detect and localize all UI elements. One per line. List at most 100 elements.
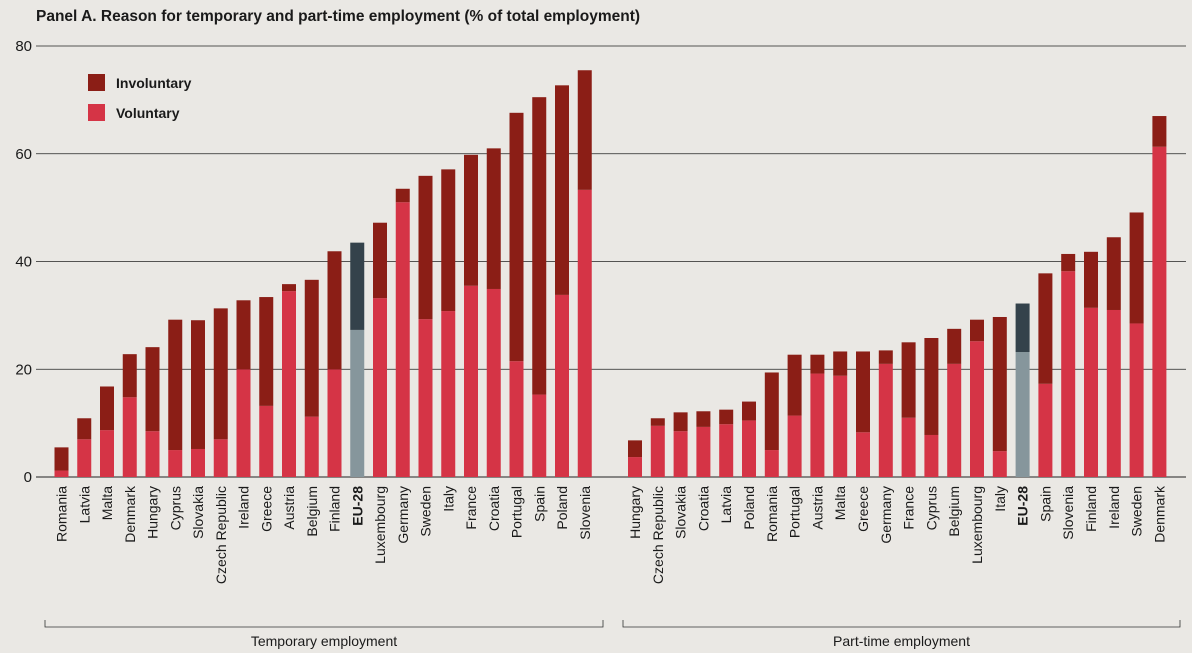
x-tick-label: Hungary [627, 486, 643, 539]
group-bracket [622, 620, 1181, 628]
x-tick-label: Czech Republic [650, 486, 666, 584]
x-tick-label: Finland [1083, 486, 1099, 532]
bar-involuntary [54, 447, 69, 471]
x-tick-label: Denmark [1151, 485, 1167, 543]
x-tick-label: Greece [855, 486, 871, 532]
x-tick-label: Poland [554, 486, 570, 530]
x-tick-label: Belgium [946, 486, 962, 537]
bar-voluntary [787, 415, 802, 477]
bar-involuntary [787, 354, 802, 416]
bar-voluntary [992, 451, 1007, 477]
bar-voluntary [259, 405, 274, 477]
bar-involuntary [1015, 303, 1030, 353]
bar-voluntary [719, 424, 734, 477]
bar-involuntary [1084, 251, 1098, 308]
bar-voluntary [1152, 146, 1167, 477]
bar-voluntary [191, 448, 205, 477]
bar-involuntary [122, 354, 137, 398]
bar-voluntary [532, 394, 547, 477]
legend-swatch-voluntary [88, 104, 105, 121]
x-axis-labels: Romania Latvia Malta Denmark Hungary Cyprus Sl… [54, 485, 1168, 584]
bar-involuntary [878, 350, 893, 364]
bar-involuntary [168, 319, 183, 451]
bar-involuntary [418, 175, 433, 320]
bar-voluntary [742, 420, 756, 477]
x-tick-label: Portugal [787, 486, 803, 538]
bar-voluntary [441, 311, 456, 477]
bar-involuntary [833, 351, 848, 376]
y-tick-label: 0 [24, 469, 32, 486]
bar-voluntary [145, 431, 160, 477]
x-tick-label: Italy [992, 486, 1008, 512]
x-tick-label: Denmark [122, 485, 138, 543]
bar-voluntary [282, 291, 296, 477]
bar-voluntary [650, 425, 665, 477]
group-label: Part-time employment [833, 633, 970, 649]
x-tick-label: EU-28 [1015, 486, 1031, 526]
bar-voluntary [696, 426, 711, 477]
bar-involuntary [992, 316, 1007, 452]
x-tick-label: Romania [54, 486, 70, 542]
x-tick-label: Sweden [1129, 486, 1145, 537]
bar-voluntary [901, 417, 916, 477]
bar-involuntary [810, 354, 825, 374]
bar-voluntary [350, 329, 365, 477]
bar-involuntary [486, 148, 501, 289]
x-tick-label: Portugal [509, 486, 525, 538]
bar-involuntary [924, 338, 939, 435]
x-tick-label: Cyprus [923, 486, 939, 530]
bar-voluntary [1061, 271, 1076, 477]
bar-involuntary [350, 242, 365, 330]
bar-involuntary [464, 154, 478, 286]
bar-involuntary [259, 297, 274, 406]
x-tick-label: Austria [809, 486, 825, 530]
x-tick-label: Greece [258, 486, 274, 532]
bar-involuntary [628, 440, 642, 458]
bar-involuntary [395, 188, 410, 203]
bar-voluntary [1084, 307, 1098, 477]
x-tick-label: Ireland [1106, 486, 1122, 529]
bar-voluntary [1038, 383, 1053, 477]
y-tick-label: 40 [15, 254, 32, 271]
group-bracket [44, 620, 604, 628]
gridlines [36, 45, 1186, 478]
bar-voluntary [555, 294, 569, 477]
x-tick-label: Ireland [236, 486, 252, 529]
bar-voluntary [77, 439, 92, 477]
x-tick-label: Poland [741, 486, 757, 530]
bar-involuntary [764, 372, 779, 451]
x-tick-label: Spain [1037, 486, 1053, 522]
bar-involuntary [856, 351, 870, 433]
x-tick-label: Austria [281, 486, 297, 530]
x-tick-label: Luxembourg [969, 486, 985, 564]
x-tick-label: Luxembourg [372, 486, 388, 564]
legend-swatch-involuntary [88, 74, 105, 91]
bar-involuntary [947, 328, 962, 364]
bar-voluntary [970, 341, 984, 477]
bar-involuntary [1038, 273, 1053, 384]
bar-involuntary [236, 300, 251, 370]
legend: Involuntary Voluntary [88, 74, 192, 121]
bar-voluntary [947, 363, 962, 477]
legend-label-voluntary: Voluntary [116, 105, 180, 121]
bar-involuntary [191, 320, 205, 449]
x-tick-label: EU-28 [349, 486, 365, 526]
bar-voluntary [810, 373, 825, 477]
x-tick-label: Latvia [718, 486, 734, 524]
x-tick-label: Croatia [695, 486, 711, 531]
y-tick-label: 60 [15, 146, 32, 163]
x-tick-label: Germany [395, 486, 411, 544]
bar-involuntary [100, 386, 114, 431]
bar-voluntary [924, 434, 939, 477]
bar-voluntary [673, 431, 688, 477]
x-tick-label: France [463, 486, 479, 530]
bar-involuntary [577, 70, 592, 190]
bar-voluntary [236, 369, 251, 477]
bar-involuntary [1061, 253, 1076, 272]
x-tick-label: Sweden [418, 486, 434, 537]
bar-involuntary [719, 409, 734, 425]
x-tick-label: Italy [440, 486, 456, 512]
bar-voluntary [856, 432, 870, 477]
bar-voluntary [878, 363, 893, 477]
